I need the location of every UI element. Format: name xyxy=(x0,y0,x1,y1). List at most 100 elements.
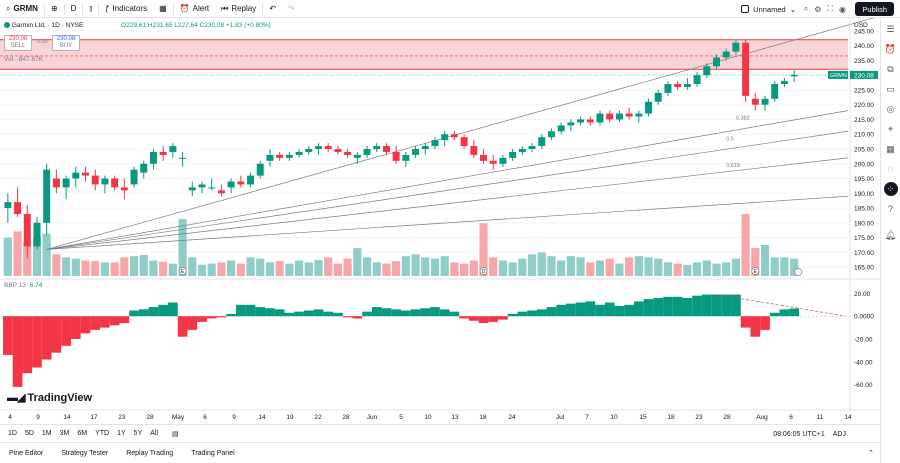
candle-body xyxy=(285,154,293,158)
target-icon[interactable]: ⌖ xyxy=(887,123,894,134)
bbp-bar xyxy=(468,316,479,321)
bbp-bar xyxy=(789,308,799,317)
bbp-bar xyxy=(284,312,295,317)
bbp-tick-label: 0.0000 xyxy=(854,314,874,321)
tab-trading-panel[interactable]: Trading Panel xyxy=(191,449,235,457)
bbp-tick-label: -40.00 xyxy=(854,359,873,366)
volume-bar xyxy=(557,260,566,276)
sell-button[interactable]: 230.08 SELL xyxy=(4,35,32,51)
range-1y[interactable]: 1Y xyxy=(117,430,126,437)
chart-type-button[interactable]: ⫾ xyxy=(83,0,98,18)
volume-bar xyxy=(498,260,508,276)
range-ytd[interactable]: YTD xyxy=(95,430,110,437)
buy-button[interactable]: 230.08 BUY xyxy=(52,35,80,51)
search-icon: ⌕ xyxy=(6,3,11,13)
adj-toggle[interactable]: ADJ xyxy=(832,430,846,438)
range-5y[interactable]: 5Y xyxy=(133,430,143,437)
interval-button[interactable]: D xyxy=(65,0,83,18)
bbp-bar xyxy=(274,309,285,317)
volume-bar xyxy=(692,262,702,276)
buy-price: 230.08 xyxy=(56,36,76,42)
divider xyxy=(97,2,99,15)
camera-icon[interactable]: ◉ xyxy=(839,4,846,14)
watchlist-icon[interactable]: ☰ xyxy=(886,23,895,34)
tab-pine-editor[interactable]: Pine Editor xyxy=(9,449,44,457)
volume-bar xyxy=(178,218,187,276)
range-6m[interactable]: 6M xyxy=(77,430,88,437)
bbp-tick-label: -20.00 xyxy=(854,337,873,344)
time-tick-label: 28 xyxy=(723,414,731,421)
time-tick-label: Aug xyxy=(756,414,768,421)
range-all[interactable]: All xyxy=(150,430,159,437)
bbp-bar xyxy=(498,316,508,320)
bbp-bar xyxy=(109,316,120,326)
candle-body xyxy=(82,172,90,176)
alerts-clock-icon[interactable]: ⏰ xyxy=(884,43,897,54)
volume-bar xyxy=(770,257,779,276)
collapse-panel-icon[interactable]: ⌃ xyxy=(868,450,874,457)
fib-level-label: 0.382 xyxy=(736,116,750,122)
clock[interactable]: 08:06:05 UTC+1 xyxy=(773,430,825,438)
notifications-icon[interactable]: ◌ xyxy=(887,164,894,174)
chart-area[interactable]: 0.382 0.5 0.618 245.00 240.00 235.00 23 0.00 22… xyxy=(0,18,880,424)
bell-icon[interactable]: 🔔︎ xyxy=(884,229,897,240)
redo-button[interactable]: ↷ xyxy=(282,0,301,18)
bbp-bar xyxy=(90,316,101,330)
trendline-layer: 0.382 0.5 0.618 xyxy=(46,18,875,250)
ideas-icon[interactable]: ◎ xyxy=(886,103,895,114)
replay-label: Replay xyxy=(231,4,257,13)
candle-body xyxy=(625,113,633,117)
range-3m[interactable]: 3M xyxy=(59,430,70,437)
time-tick-label: 10 xyxy=(424,414,432,421)
candle-body xyxy=(412,149,420,155)
bbp-bar xyxy=(711,294,722,317)
tab-replay-trading[interactable]: Replay Trading xyxy=(126,449,174,457)
time-tick-label: 6 xyxy=(203,414,207,421)
time-tick-label: 18 xyxy=(479,414,487,421)
compare-button[interactable]: ⊕ xyxy=(45,0,64,18)
volume-bar xyxy=(285,263,294,276)
candle-body xyxy=(790,74,798,77)
object-tree-icon[interactable]: ⧉ xyxy=(887,63,894,74)
range-1d[interactable]: 1D xyxy=(8,430,17,437)
alert-button[interactable]: ⏰ Alert xyxy=(174,0,215,18)
bbp-bar xyxy=(595,304,605,317)
indicators-button[interactable]: ƒ Indicators xyxy=(99,0,153,18)
bbp-value: 6.74 xyxy=(29,282,43,289)
range-5d[interactable]: 5D xyxy=(24,430,34,437)
layout-name: Unnamed xyxy=(753,4,786,14)
layout-name-button[interactable]: Unnamed ⌄ xyxy=(741,0,796,18)
symbol-search-button[interactable]: ⌕ GRMN xyxy=(0,0,44,18)
replay-button[interactable]: ⏮ Replay xyxy=(215,0,262,18)
range-1m[interactable]: 1M xyxy=(41,430,52,437)
calendar-icon[interactable]: ▦ xyxy=(886,143,895,154)
bbp-bar xyxy=(70,316,81,339)
candle-body xyxy=(198,184,206,188)
chart-canvas[interactable]: 0.382 0.5 0.618 245.00 240.00 235.00 23 0.00 22… xyxy=(0,18,880,424)
fan-trendline xyxy=(46,110,849,250)
fan-trendline xyxy=(46,157,849,250)
undo-button[interactable]: ↶ xyxy=(263,0,282,18)
volume-bar xyxy=(139,254,148,276)
dots-grid-icon[interactable]: ⁘ xyxy=(883,182,898,196)
candle-body xyxy=(111,178,119,188)
event-marker-label: E xyxy=(754,269,758,275)
publish-button[interactable]: Publish xyxy=(855,2,894,16)
time-tick-label: 28 xyxy=(342,414,350,421)
help-icon[interactable]: ? xyxy=(887,204,893,214)
quick-search-icon[interactable]: ⌕ xyxy=(803,4,809,13)
volume-bar xyxy=(188,257,197,276)
candle-body xyxy=(693,75,701,85)
time-tick-label: 9 xyxy=(232,414,236,421)
goto-date-icon[interactable]: ▤ xyxy=(172,430,179,438)
tab-strategy-tester[interactable]: Strategy Tester xyxy=(61,449,109,457)
volume-bar xyxy=(353,248,362,276)
volume-bar xyxy=(168,263,177,276)
chat-icon[interactable]: ▭ xyxy=(886,83,895,94)
volume-bar xyxy=(625,257,634,276)
templates-button[interactable]: ▦ xyxy=(153,0,173,18)
fullscreen-icon[interactable]: ⛶ xyxy=(827,4,834,13)
settings-icon[interactable]: ⚙ xyxy=(814,4,822,14)
right-sidebar: ☰ ⏰ ⧉ ▭ ◎ ⌖ ▦ ◌ ⁘ ? 🔔︎ xyxy=(880,18,900,463)
